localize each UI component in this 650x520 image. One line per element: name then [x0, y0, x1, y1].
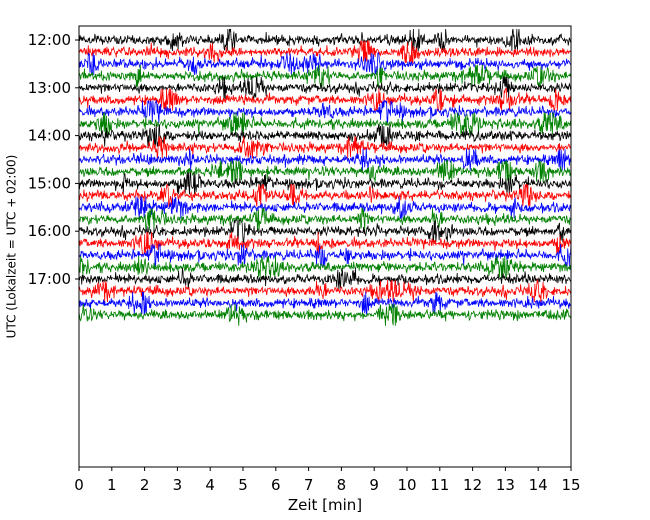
x-tick-label: 4 [205, 476, 215, 494]
trace-line [78, 87, 572, 112]
y-axis-ticks: 12:00 13:00 14:00 15:00 16:00 17:00 [28, 31, 79, 288]
trace-line [78, 196, 572, 219]
trace-line [78, 64, 572, 88]
y-tick-label: 15:00 [28, 174, 71, 192]
x-tick-label: 5 [238, 476, 248, 494]
trace-line [78, 52, 572, 76]
trace-line [78, 124, 572, 147]
trace-line [78, 136, 572, 159]
trace-group [78, 28, 572, 326]
trace-line [78, 303, 572, 326]
y-tick-label: 16:00 [28, 222, 71, 240]
trace-line [78, 148, 572, 171]
trace-line [78, 207, 572, 231]
x-tick-label: 8 [337, 476, 347, 494]
trace-line [78, 278, 572, 302]
x-tick-label: 15 [561, 476, 580, 494]
trace-line [78, 28, 572, 52]
trace-line [78, 111, 572, 135]
trace-line [78, 291, 572, 316]
x-tick-label: 13 [496, 476, 515, 494]
trace-line [78, 243, 572, 268]
x-tick-label: 1 [107, 476, 117, 494]
x-tick-label: 12 [463, 476, 482, 494]
x-tick-label: 3 [173, 476, 183, 494]
trace-line [78, 76, 572, 99]
trace-line [78, 183, 572, 207]
x-tick-label: 14 [529, 476, 548, 494]
x-tick-label: 10 [397, 476, 416, 494]
trace-line [78, 172, 572, 195]
y-tick-label: 12:00 [28, 31, 71, 49]
x-tick-label: 2 [140, 476, 150, 494]
y-tick-label: 17:00 [28, 270, 71, 288]
plot-frame [78, 25, 572, 468]
x-tick-label: 0 [74, 476, 84, 494]
y-axis-label: UTC (Lokalzeit = UTC + 02:00) [5, 155, 19, 339]
x-tick-label: 6 [271, 476, 281, 494]
x-tick-label: 11 [430, 476, 449, 494]
trace-line [78, 99, 572, 124]
trace-line [78, 255, 572, 279]
x-tick-label: 9 [369, 476, 379, 494]
x-axis-label: Zeit [min] [288, 496, 362, 514]
y-tick-label: 13:00 [28, 79, 71, 97]
trace-line [78, 232, 572, 256]
trace-line [78, 40, 572, 64]
trace-line [78, 219, 572, 243]
trace-line [78, 267, 572, 291]
trace-line [78, 160, 572, 183]
y-tick-label: 14:00 [28, 127, 71, 145]
x-axis-ticks: 0 1 2 3 4 5 6 7 8 9 10 11 12 13 14 15 [74, 467, 581, 494]
x-tick-label: 7 [304, 476, 314, 494]
